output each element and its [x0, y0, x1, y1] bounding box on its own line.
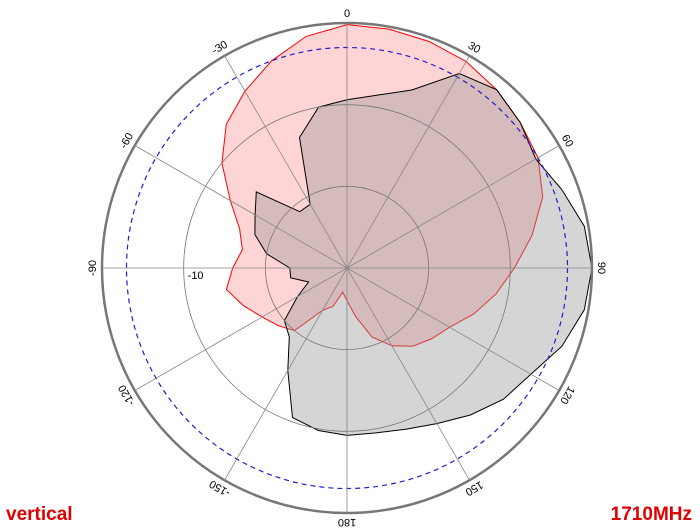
angle-label: 180	[338, 516, 356, 528]
spoke	[134, 145, 348, 269]
spoke	[224, 267, 348, 481]
angle-label: 0	[344, 8, 350, 20]
angle-label: -90	[87, 260, 99, 276]
angle-label: 90	[595, 262, 607, 274]
angle-label: 60	[559, 133, 576, 150]
spoke	[134, 267, 348, 391]
polarization-label: vertical	[6, 504, 73, 525]
spoke	[346, 267, 560, 391]
spoke	[346, 55, 470, 269]
r-tick-label: -10	[188, 270, 204, 282]
angle-label: -120	[116, 383, 137, 408]
spoke	[346, 267, 470, 481]
angle-label: -150	[207, 477, 232, 498]
spoke	[224, 55, 348, 269]
spoke	[346, 145, 560, 269]
angle-label: 30	[466, 40, 483, 57]
pattern-area	[254, 72, 593, 436]
frequency-label: 1710MHz	[611, 504, 692, 525]
